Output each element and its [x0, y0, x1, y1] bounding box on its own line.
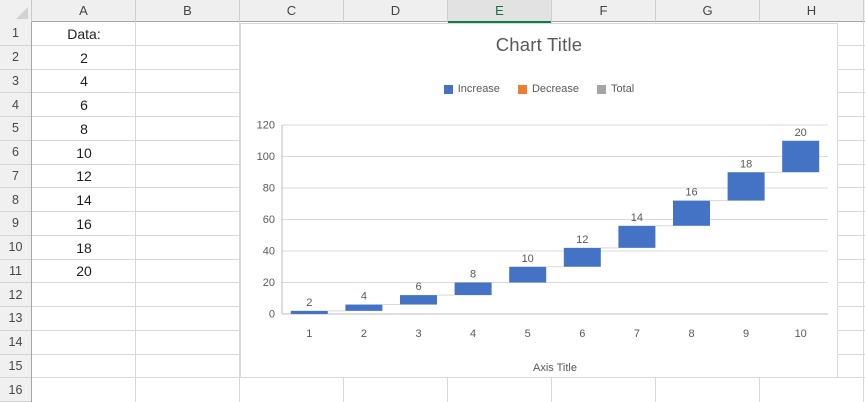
- waterfall-bar-5[interactable]: [509, 266, 547, 283]
- waterfall-bar-8[interactable]: [673, 200, 710, 226]
- y-tick-label: 0: [269, 309, 275, 321]
- x-tick-label: 5: [525, 328, 531, 340]
- legend-label: Decrease: [531, 83, 580, 95]
- legend-item-decrease[interactable]: Decrease: [517, 83, 580, 95]
- cell-A8[interactable]: 14: [76, 192, 92, 209]
- y-tick-label: 40: [263, 246, 275, 258]
- column-header-H[interactable]: H: [760, 0, 864, 22]
- waterfall-bar-4[interactable]: [454, 282, 492, 296]
- row-header-8[interactable]: 8: [0, 188, 31, 212]
- gridline: [135, 22, 136, 402]
- column-header-C[interactable]: C: [240, 0, 344, 22]
- data-label: 12: [576, 234, 588, 246]
- row-header-1[interactable]: 1: [0, 22, 31, 46]
- x-tick-label: 8: [688, 328, 694, 340]
- x-tick-label: 9: [743, 328, 749, 340]
- data-label: 16: [685, 187, 697, 199]
- waterfall-bar-2[interactable]: [345, 304, 383, 311]
- legend-swatch-increase-icon: [443, 84, 453, 94]
- waterfall-bar-7[interactable]: [618, 225, 656, 248]
- chart-legend[interactable]: Increase Decrease Total: [241, 81, 837, 97]
- row-header-2[interactable]: 2: [0, 46, 31, 70]
- row-header-16[interactable]: 16: [0, 378, 31, 402]
- column-header-A[interactable]: A: [32, 0, 136, 22]
- legend-swatch-decrease-icon: [517, 84, 527, 94]
- cell-A7[interactable]: 12: [76, 168, 92, 185]
- cell-A11[interactable]: 20: [76, 263, 92, 280]
- x-tick-label: 6: [579, 328, 585, 340]
- legend-label: Increase: [457, 83, 500, 95]
- legend-item-increase[interactable]: Increase: [443, 83, 500, 95]
- gridline: [239, 22, 240, 402]
- x-axis-title[interactable]: Axis Title: [532, 362, 577, 374]
- row-header-15[interactable]: 15: [0, 355, 31, 379]
- waterfall-bar-10[interactable]: [782, 140, 820, 173]
- row-header-7[interactable]: 7: [0, 165, 31, 189]
- column-header-E[interactable]: E: [448, 0, 552, 23]
- chart-plot-area: 0204060801001202142638410512614716818920…: [257, 120, 828, 340]
- y-tick-label: 100: [257, 151, 275, 163]
- y-tick-label: 120: [257, 120, 275, 132]
- data-label: 20: [795, 127, 807, 139]
- row-header-9[interactable]: 9: [0, 212, 31, 236]
- gridline: [863, 22, 864, 402]
- x-tick-label: 7: [634, 328, 640, 340]
- cell-A3[interactable]: 4: [80, 73, 88, 90]
- column-header-G[interactable]: G: [656, 0, 760, 22]
- data-label: 14: [631, 212, 643, 224]
- cell-A5[interactable]: 8: [80, 120, 88, 137]
- data-label: 18: [740, 158, 752, 170]
- x-tick-label: 3: [415, 328, 421, 340]
- data-label: 10: [522, 253, 534, 265]
- row-header-13[interactable]: 13: [0, 307, 31, 331]
- cell-A4[interactable]: 6: [80, 97, 88, 114]
- data-label: 8: [470, 269, 476, 281]
- waterfall-bar-1[interactable]: [290, 310, 328, 314]
- cell-A2[interactable]: 2: [80, 49, 88, 66]
- legend-item-total[interactable]: Total: [597, 83, 634, 95]
- waterfall-bar-9[interactable]: [727, 172, 765, 201]
- row-header-5[interactable]: 5: [0, 117, 31, 141]
- waterfall-bar-3[interactable]: [400, 295, 437, 305]
- chart-title[interactable]: Chart Title: [495, 34, 583, 55]
- waterfall-chart[interactable]: 0 20 40 60 80 100 120 2 1 4 2 6 3 8 4 10 5 12 6 14 7 16 8 18 9 20…: [240, 23, 838, 378]
- legend-swatch-total-icon: [597, 84, 607, 94]
- x-tick-label: 4: [470, 328, 476, 340]
- cell-A9[interactable]: 16: [76, 215, 92, 232]
- x-tick-label: 2: [361, 328, 367, 340]
- row-header-column: 1 2 3 4 5 6 7 8 9 10 11 12 13 14 15 16: [0, 22, 32, 402]
- y-tick-label: 60: [263, 214, 275, 226]
- waterfall-bar-6[interactable]: [563, 247, 601, 267]
- row-header-3[interactable]: 3: [0, 70, 31, 94]
- y-tick-label: 80: [263, 183, 275, 195]
- x-tick-label: 1: [306, 328, 312, 340]
- column-header-B[interactable]: B: [136, 0, 240, 22]
- data-label: 2: [306, 297, 312, 309]
- y-tick-label: 20: [263, 277, 275, 289]
- column-header-F[interactable]: F: [552, 0, 656, 22]
- legend-label: Total: [611, 83, 635, 95]
- data-label: 4: [361, 291, 367, 303]
- select-all-corner[interactable]: [0, 0, 32, 22]
- row-header-6[interactable]: 6: [0, 141, 31, 165]
- row-header-11[interactable]: 11: [0, 260, 31, 284]
- cell-A6[interactable]: 10: [76, 144, 92, 161]
- cell-A10[interactable]: 18: [76, 239, 92, 256]
- x-tick-label: 10: [795, 328, 807, 340]
- cell-A1[interactable]: Data:: [67, 25, 101, 42]
- row-header-4[interactable]: 4: [0, 93, 31, 117]
- column-header-D[interactable]: D: [344, 0, 448, 22]
- row-header-10[interactable]: 10: [0, 236, 31, 260]
- row-header-12[interactable]: 12: [0, 283, 31, 307]
- data-label: 6: [415, 281, 421, 293]
- row-header-14[interactable]: 14: [0, 331, 31, 355]
- select-all-triangle-icon: [16, 7, 28, 19]
